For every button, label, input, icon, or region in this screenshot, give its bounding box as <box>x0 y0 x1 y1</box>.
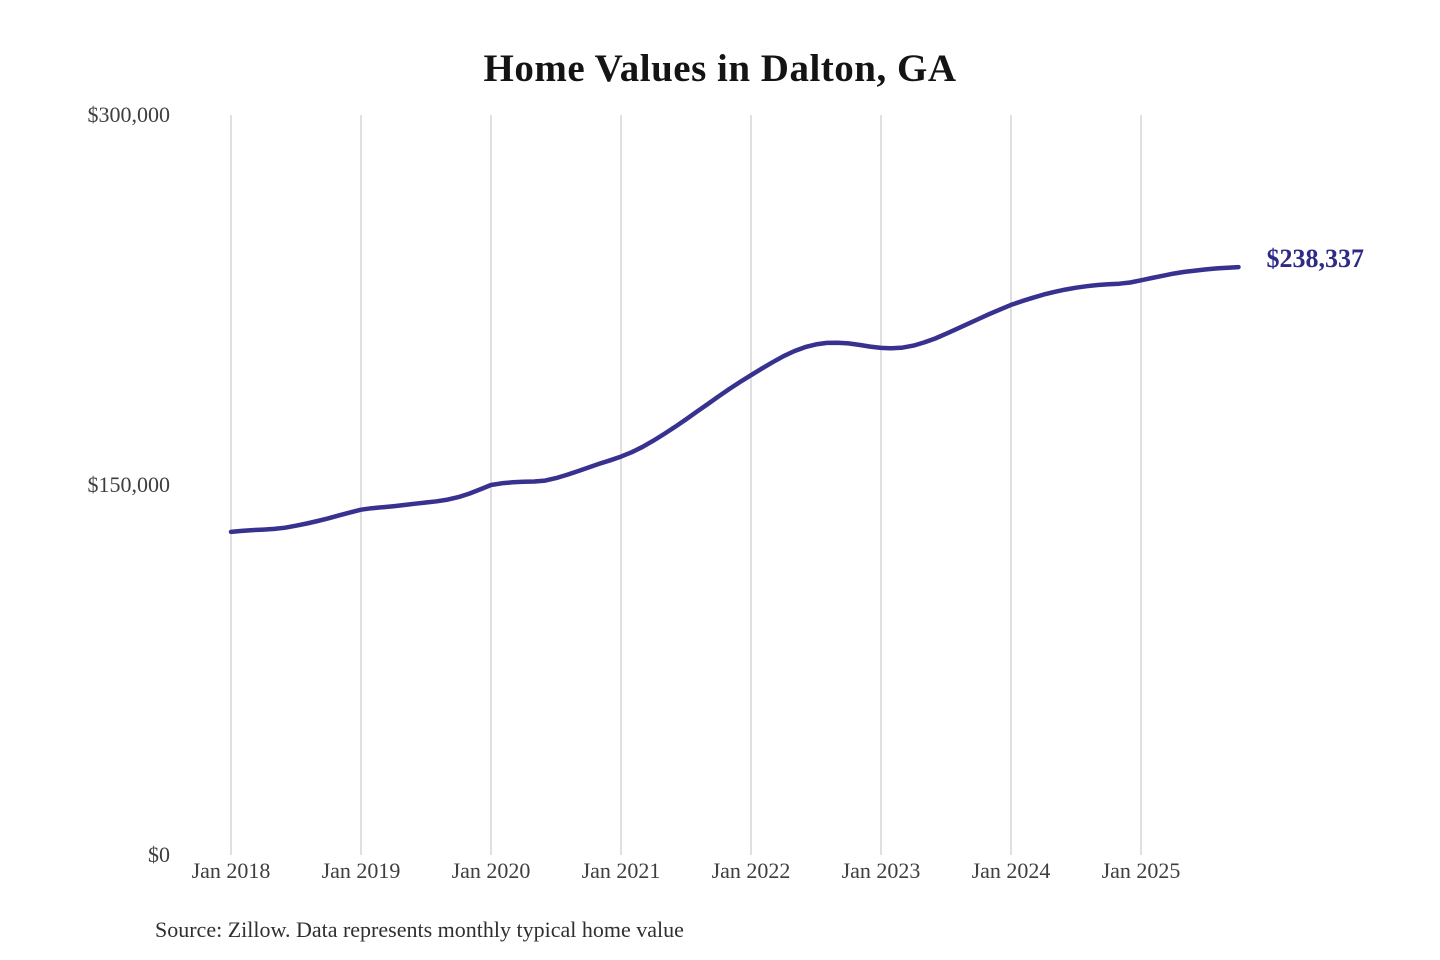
y-tick-label: $150,000 <box>87 472 171 497</box>
chart-title: Home Values in Dalton, GA <box>483 47 957 90</box>
x-tick-label: Jan 2025 <box>1101 858 1181 883</box>
x-tick-label: Jan 2021 <box>581 858 661 883</box>
home-value-line <box>228 264 1241 535</box>
x-tick-label: Jan 2019 <box>321 858 401 883</box>
source-note: Source: Zillow. Data represents monthly … <box>155 917 684 942</box>
x-tick-label: Jan 2018 <box>191 858 271 883</box>
current-value-label: $238,337 <box>1266 244 1365 274</box>
y-tick-label: $300,000 <box>87 102 171 127</box>
x-tick-label: Jan 2024 <box>971 858 1051 883</box>
y-tick-label: $0 <box>148 842 170 867</box>
x-tick-label: Jan 2023 <box>841 858 921 883</box>
x-tick-label: Jan 2020 <box>451 858 531 883</box>
x-tick-label: Jan 2022 <box>711 858 791 883</box>
